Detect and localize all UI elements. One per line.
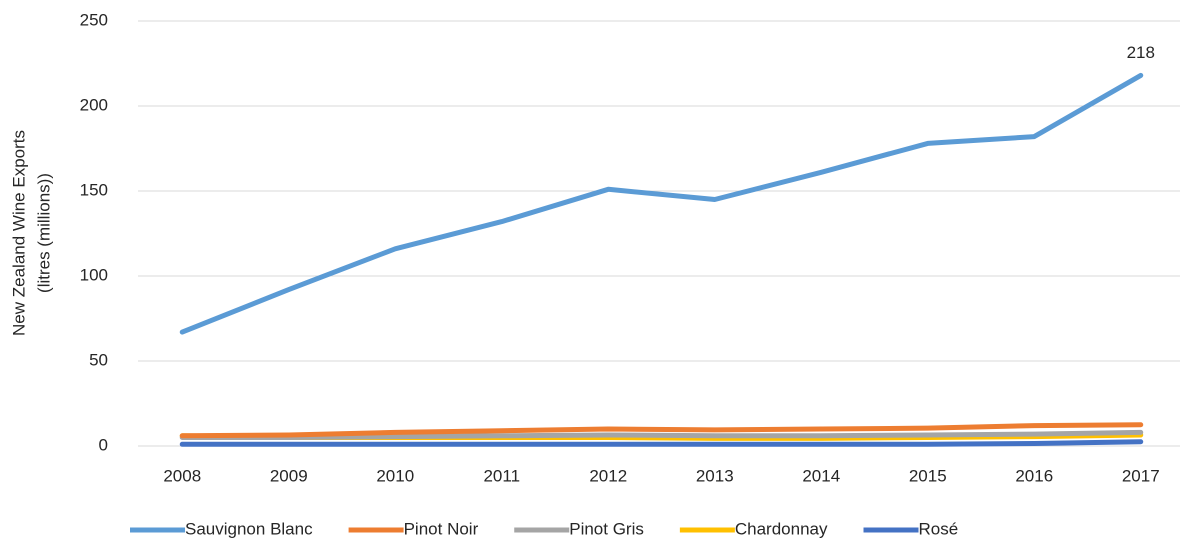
legend-label: Pinot Noir bbox=[404, 519, 479, 538]
legend-label: Chardonnay bbox=[735, 519, 828, 538]
y-tick-label: 100 bbox=[80, 265, 108, 284]
data-label: 218 bbox=[1127, 43, 1155, 62]
series-line bbox=[179, 439, 1144, 447]
x-tick-label: 2017 bbox=[1122, 466, 1160, 485]
x-tick-label: 2012 bbox=[589, 466, 627, 485]
series-line bbox=[179, 429, 1144, 440]
x-tick-label: 2014 bbox=[802, 466, 840, 485]
x-tick-label: 2009 bbox=[270, 466, 308, 485]
y-tick-label: 200 bbox=[80, 95, 108, 114]
y-tick-label: 250 bbox=[80, 10, 108, 29]
y-tick-label: 0 bbox=[99, 435, 108, 454]
x-tick-label: 2008 bbox=[163, 466, 201, 485]
x-tick-label: 2016 bbox=[1015, 466, 1053, 485]
legend-label: Sauvignon Blanc bbox=[185, 519, 313, 538]
series-line bbox=[179, 72, 1144, 335]
y-tick-label: 150 bbox=[80, 180, 108, 199]
x-tick-label: 2011 bbox=[483, 466, 520, 485]
x-tick-label: 2010 bbox=[376, 466, 414, 485]
x-tick-label: 2013 bbox=[696, 466, 734, 485]
legend-label: Rosé bbox=[919, 519, 959, 538]
y-axis-title: (litres (millions)) bbox=[34, 173, 53, 293]
y-tick-label: 50 bbox=[89, 350, 108, 369]
x-tick-label: 2015 bbox=[909, 466, 947, 485]
legend-label: Pinot Gris bbox=[569, 519, 644, 538]
series-line bbox=[179, 422, 1144, 439]
y-axis-title: New Zealand Wine Exports bbox=[9, 130, 28, 336]
